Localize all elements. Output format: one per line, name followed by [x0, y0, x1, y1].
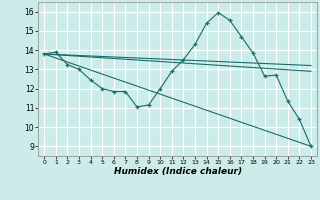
X-axis label: Humidex (Indice chaleur): Humidex (Indice chaleur) — [114, 167, 242, 176]
